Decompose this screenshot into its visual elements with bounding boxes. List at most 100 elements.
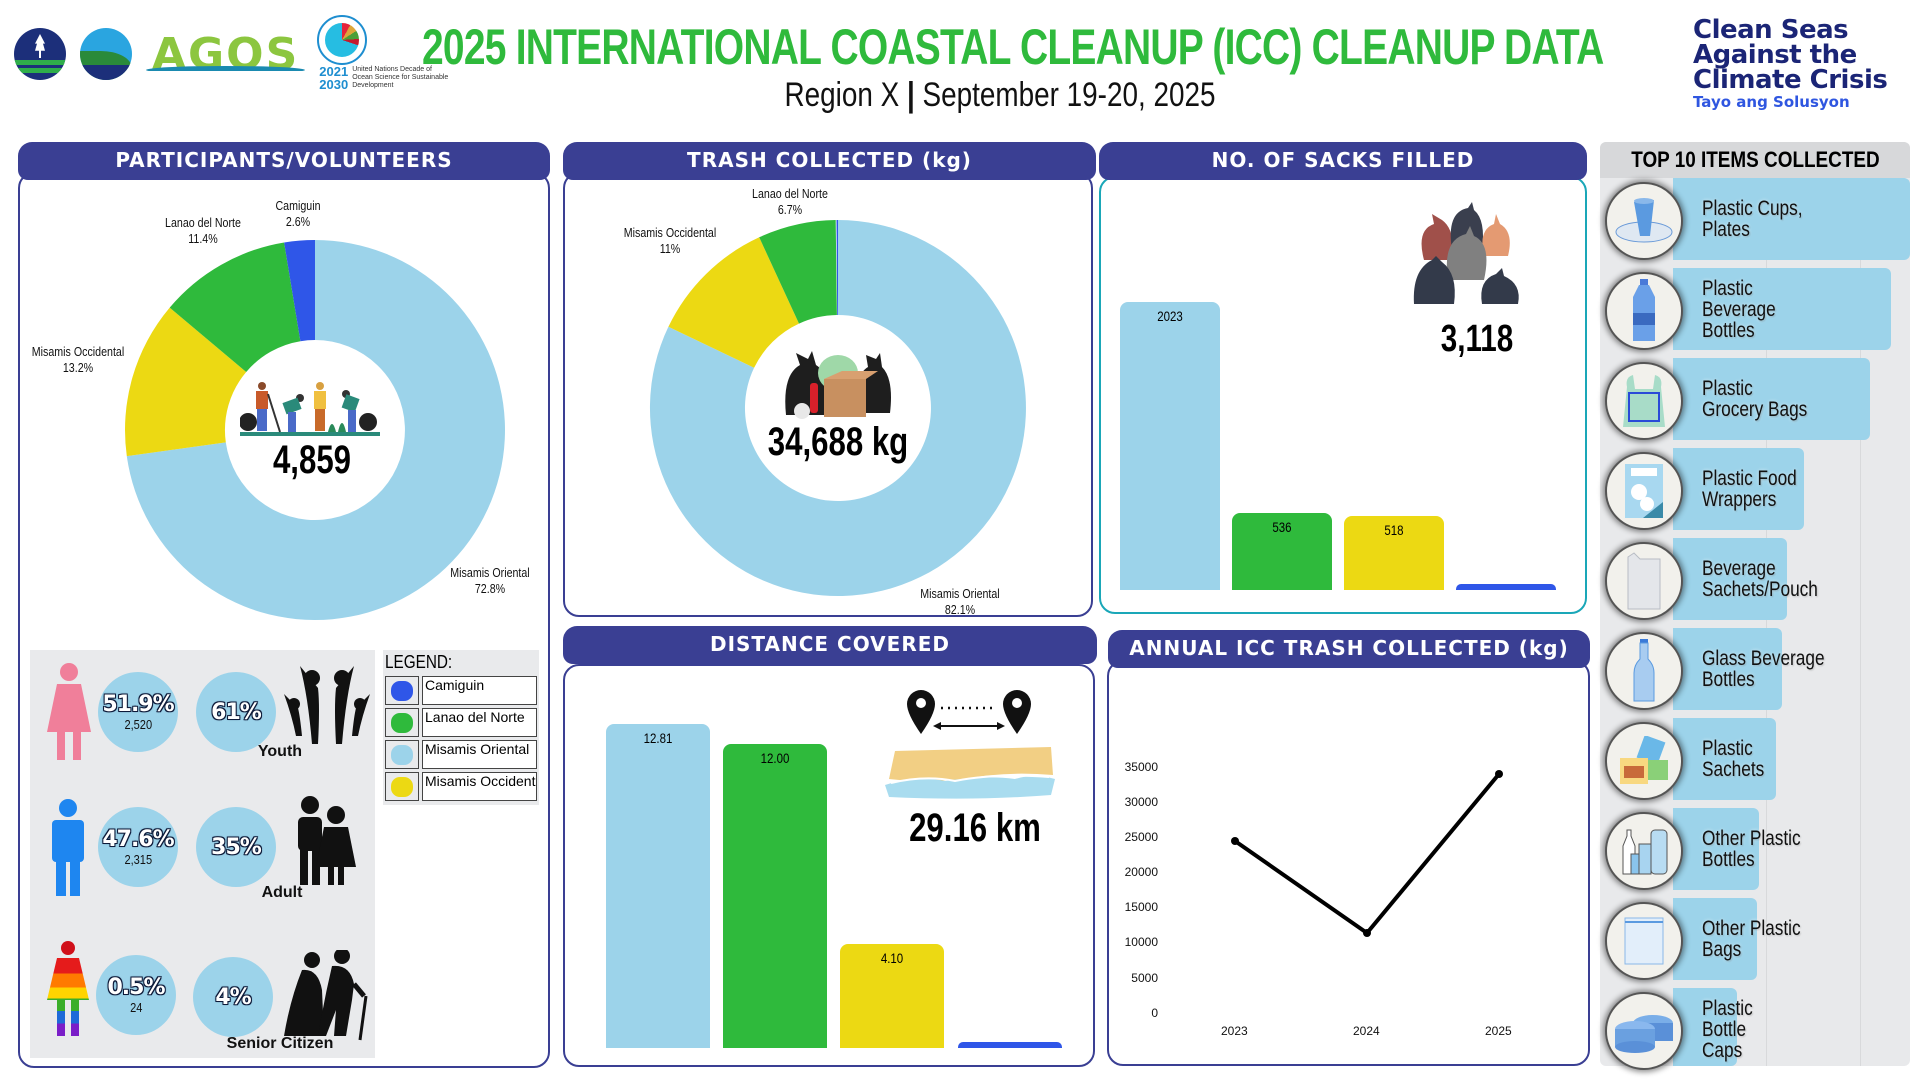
- legend-item: Misamis Oriental: [385, 740, 537, 769]
- point-2025[interactable]: [1495, 770, 1503, 778]
- top10-item[interactable]: Plastic Grocery Bags: [1600, 358, 1910, 440]
- un-ocean-decade-logo: 2021 2030 United Nations Decade of Ocean…: [317, 15, 452, 92]
- bottle-caps-icon: [1605, 992, 1683, 1070]
- top10-item[interactable]: Other Plastic Bottles: [1600, 808, 1910, 890]
- slice-misamis-oriental[interactable]: [126, 240, 505, 620]
- sachets-icon: [1605, 722, 1683, 800]
- brand-line: Clean Seas: [1693, 15, 1849, 45]
- top10-item[interactable]: Plastic Beverage Bottles: [1600, 268, 1910, 350]
- sacks-bar-chart: 2023 536 518: [1120, 220, 1556, 590]
- top10-item[interactable]: Beverage Sachets/Pouch: [1600, 538, 1910, 620]
- male-icon: [52, 799, 84, 896]
- label-lanao-del-norte: Lanao del Norte 11.4%: [165, 215, 241, 246]
- annual-line-chart: [1231, 770, 1503, 937]
- garbage-sacks-icon: [1413, 202, 1519, 304]
- emb-logo-icon: [80, 28, 132, 80]
- slice-lanao-del-norte[interactable]: [169, 242, 301, 373]
- y-tick: 5000: [1131, 971, 1158, 985]
- brand-line: Against the: [1693, 40, 1857, 70]
- bar-lanao-del-norte[interactable]: 12.00: [723, 744, 827, 1048]
- slice-misamis-occidental[interactable]: [125, 307, 247, 457]
- slice-misamis-occidental[interactable]: [668, 237, 799, 368]
- top10-item[interactable]: Glass Beverage Bottles: [1600, 628, 1910, 710]
- distance-total: 29.16 km: [909, 806, 1041, 850]
- slice-camiguin[interactable]: [284, 239, 315, 342]
- sacks-header: NO. OF SACKS FILLED: [1099, 142, 1587, 180]
- legend-item: Lanao del Norte: [385, 708, 537, 737]
- female-stat: 51.9% 2,520: [98, 672, 178, 752]
- senior-citizen-label: Senior Citizen: [226, 1035, 334, 1052]
- cup-plate-icon: [1605, 182, 1683, 260]
- slice-misamis-oriental[interactable]: [649, 220, 1026, 596]
- y-tick: 0: [1151, 1006, 1158, 1020]
- trash-donut-chart: [649, 219, 1026, 596]
- page-title: 2025 INTERNATIONAL COASTAL CLEANUP (ICC)…: [422, 19, 1604, 75]
- top10-panel: TOP 10 ITEMS COLLECTED Plastic Cups, Pla…: [1600, 142, 1910, 1070]
- donut-slices: [125, 239, 505, 620]
- bar-misamis-oriental[interactable]: 2023: [1120, 302, 1220, 590]
- label-misamis-occidental: Misamis Occidental 13.2%: [31, 344, 125, 375]
- ocean-swirl-icon: [317, 15, 368, 65]
- sacks-total: 3,118: [1440, 318, 1514, 360]
- legend-swatch-lanao: [391, 712, 413, 733]
- brand-line: Climate Crisis: [1693, 65, 1888, 95]
- decade-years: 2021 2030: [319, 64, 349, 92]
- region-label: Region X: [784, 76, 900, 114]
- trend-line: [1233, 772, 1501, 935]
- top10-item[interactable]: Plastic Food Wrappers: [1600, 448, 1910, 530]
- point-2023[interactable]: [1231, 837, 1239, 845]
- legend-swatch-camiguin: [391, 680, 413, 701]
- y-tick: 25000: [1124, 830, 1158, 844]
- legend-swatch-misamis-occidental: [391, 776, 413, 797]
- legend-label: Lanao del Norte: [422, 708, 537, 737]
- adult-label: Adult: [261, 884, 303, 901]
- top10-item[interactable]: Plastic Bottle Caps: [1600, 988, 1910, 1070]
- lgbtq-rainbow-icon: [47, 941, 89, 1036]
- youth-label: Youth: [257, 743, 303, 760]
- top10-item[interactable]: Plastic Cups, Plates: [1600, 178, 1910, 260]
- y-tick: 30000: [1124, 795, 1158, 809]
- participants-donut-chart: [125, 239, 505, 620]
- x-tick: 2025: [1485, 1024, 1512, 1038]
- shoreline-icon: [885, 747, 1055, 799]
- participants-total: 4,859: [272, 438, 352, 482]
- legend-title: LEGEND:: [385, 652, 453, 672]
- chips-wrapper-icon: [1605, 452, 1683, 530]
- volunteers-cleaning-icon: [240, 382, 380, 436]
- y-tick: 15000: [1124, 900, 1158, 914]
- label-lanao-del-norte: Lanao del Norte 6.7%: [752, 186, 828, 217]
- legend-swatch-misamis-oriental: [391, 744, 413, 765]
- slice-camiguin[interactable]: [836, 219, 839, 315]
- pouch-icon: [1605, 542, 1683, 620]
- slice-lanao-del-norte[interactable]: [759, 220, 837, 324]
- partner-logos: AGOS 2021 2030 United Nations Decade of …: [14, 14, 452, 94]
- bar-lanao-del-norte[interactable]: 536: [1232, 513, 1332, 590]
- page-subtitle: Region X | September 19-20, 2025: [754, 76, 1246, 115]
- plastic-bag-icon: [1605, 902, 1683, 980]
- point-2024[interactable]: [1363, 929, 1371, 937]
- top10-header: TOP 10 ITEMS COLLECTED: [1600, 142, 1910, 178]
- participants-header: PARTICIPANTS/VOLUNTEERS: [18, 142, 550, 180]
- top10-item[interactable]: Other Plastic Bags: [1600, 898, 1910, 980]
- female-icon: [47, 663, 91, 760]
- bar-camiguin[interactable]: [1456, 584, 1556, 590]
- distance-bar-chart: 12.81 12.00 4.10: [606, 700, 1066, 1048]
- top10-item[interactable]: Plastic Sachets: [1600, 718, 1910, 800]
- bar-misamis-oriental[interactable]: 12.81: [606, 724, 710, 1048]
- youth-icon: [284, 666, 370, 744]
- youth-stat: 61%: [196, 672, 276, 752]
- event-dates: September 19-20, 2025: [922, 76, 1216, 114]
- legend-item: Misamis Occidental: [385, 772, 537, 801]
- legend-label: Misamis Occidental: [422, 772, 537, 801]
- bar-misamis-occidental[interactable]: 4.10: [840, 944, 944, 1048]
- bar-camiguin[interactable]: [958, 1042, 1062, 1048]
- x-tick: 2023: [1221, 1024, 1248, 1038]
- legend: LEGEND: Camiguin Lanao del Norte Misamis…: [383, 650, 539, 805]
- senior-citizen-icon: [284, 950, 368, 1041]
- bar-misamis-occidental[interactable]: 518: [1344, 516, 1444, 590]
- y-tick: 35000: [1124, 760, 1158, 774]
- senior-stat: 4%: [193, 957, 273, 1037]
- decade-description: United Nations Decade of Ocean Science f…: [352, 66, 449, 89]
- agos-logo: AGOS: [146, 29, 306, 80]
- y-tick: 20000: [1124, 865, 1158, 879]
